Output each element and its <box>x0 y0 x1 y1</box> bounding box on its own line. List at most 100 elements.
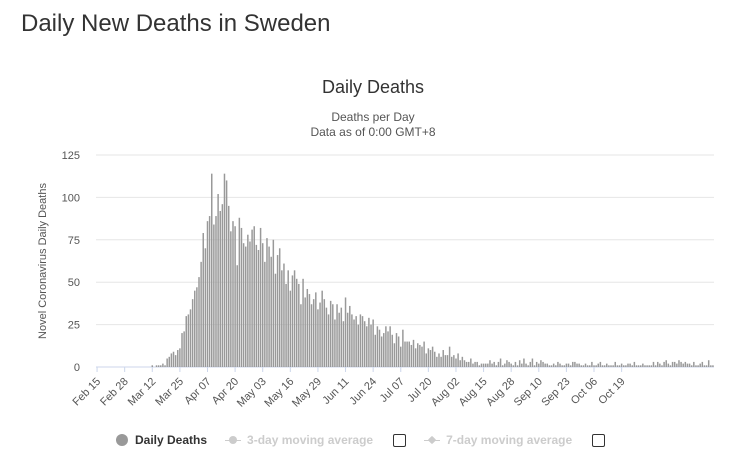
bar[interactable] <box>535 361 538 367</box>
bar[interactable] <box>412 339 415 367</box>
bar[interactable] <box>187 314 190 367</box>
bar[interactable] <box>450 356 453 367</box>
bar[interactable] <box>353 319 355 367</box>
legend-item-7-day-average[interactable]: 7-day moving average <box>424 433 606 447</box>
bar[interactable] <box>338 312 340 367</box>
bar[interactable] <box>319 302 321 367</box>
bar[interactable] <box>170 353 173 367</box>
bar[interactable] <box>680 361 682 367</box>
bar[interactable] <box>251 229 253 367</box>
bar[interactable] <box>391 334 393 367</box>
bar[interactable] <box>310 304 313 367</box>
bar[interactable] <box>599 361 602 367</box>
bar[interactable] <box>552 363 555 367</box>
bar[interactable] <box>378 329 381 367</box>
bar[interactable] <box>185 316 187 367</box>
bar[interactable] <box>247 234 249 367</box>
bar[interactable] <box>213 224 215 367</box>
bar[interactable] <box>276 255 279 367</box>
bar[interactable] <box>361 316 364 367</box>
bar[interactable] <box>274 273 277 367</box>
bar[interactable] <box>359 314 362 367</box>
bar[interactable] <box>329 300 332 367</box>
bar[interactable] <box>268 246 270 367</box>
bar[interactable] <box>200 261 202 367</box>
bar[interactable] <box>349 305 351 367</box>
bar[interactable] <box>557 361 559 367</box>
bar[interactable] <box>584 363 587 367</box>
bar[interactable] <box>495 365 498 367</box>
bar[interactable] <box>686 363 689 367</box>
bar[interactable] <box>669 365 672 367</box>
bar[interactable] <box>357 324 360 367</box>
bar[interactable] <box>227 205 230 367</box>
bar[interactable] <box>527 365 529 367</box>
bar[interactable] <box>644 365 646 367</box>
bar[interactable] <box>238 217 241 367</box>
bar[interactable] <box>642 363 644 367</box>
bar[interactable] <box>501 365 504 367</box>
bar[interactable] <box>661 365 663 367</box>
bar[interactable] <box>710 365 712 367</box>
bar[interactable] <box>701 361 704 367</box>
bar[interactable] <box>582 365 585 367</box>
bar[interactable] <box>444 355 447 367</box>
bar[interactable] <box>705 365 708 367</box>
bar[interactable] <box>427 348 430 367</box>
bar[interactable] <box>531 358 534 367</box>
bar[interactable] <box>287 270 289 367</box>
bar[interactable] <box>298 283 300 367</box>
bar[interactable] <box>597 363 599 367</box>
bar[interactable] <box>529 361 532 367</box>
bar[interactable] <box>688 363 691 367</box>
bar[interactable] <box>569 365 572 367</box>
bar[interactable] <box>293 270 296 367</box>
bar[interactable] <box>603 365 606 367</box>
bar[interactable] <box>419 344 421 367</box>
bar[interactable] <box>376 326 379 367</box>
bar[interactable] <box>431 346 434 367</box>
bar[interactable] <box>693 361 695 367</box>
bar[interactable] <box>525 363 527 367</box>
bar[interactable] <box>194 290 196 367</box>
bar[interactable] <box>474 361 476 367</box>
checkbox-3-day-average[interactable] <box>393 433 407 447</box>
bar[interactable] <box>253 226 255 367</box>
bar[interactable] <box>155 365 158 367</box>
bar[interactable] <box>684 361 687 367</box>
bar[interactable] <box>508 361 510 367</box>
bar[interactable] <box>363 321 366 367</box>
bar[interactable] <box>673 361 676 367</box>
bar[interactable] <box>204 248 207 367</box>
bar[interactable] <box>478 365 481 367</box>
bar[interactable] <box>497 361 500 367</box>
bar[interactable] <box>240 227 243 367</box>
bar[interactable] <box>217 194 219 367</box>
bar[interactable] <box>667 363 670 367</box>
bar[interactable] <box>402 329 404 367</box>
bar[interactable] <box>383 333 385 367</box>
bar[interactable] <box>482 363 485 367</box>
bar[interactable] <box>342 321 345 367</box>
bar[interactable] <box>172 351 175 367</box>
bar[interactable] <box>162 363 164 367</box>
bar[interactable] <box>620 363 623 367</box>
bar[interactable] <box>646 365 648 367</box>
bar[interactable] <box>712 365 714 367</box>
bar[interactable] <box>650 365 653 367</box>
bar[interactable] <box>512 365 515 367</box>
bar[interactable] <box>232 221 234 367</box>
bar[interactable] <box>707 360 710 367</box>
bar[interactable] <box>448 346 451 367</box>
bar[interactable] <box>639 365 642 367</box>
bar[interactable] <box>608 365 610 367</box>
bar[interactable] <box>433 351 436 367</box>
bar[interactable] <box>595 365 597 367</box>
bar[interactable] <box>648 365 650 367</box>
bar[interactable] <box>459 360 461 367</box>
bar[interactable] <box>344 297 347 367</box>
bar[interactable] <box>671 361 674 367</box>
bar[interactable] <box>417 343 419 367</box>
bar[interactable] <box>225 180 228 367</box>
bar[interactable] <box>542 361 544 367</box>
